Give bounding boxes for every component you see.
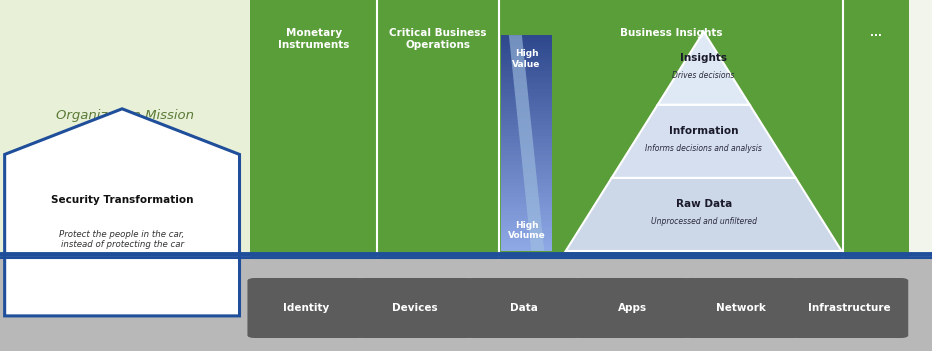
Text: Critical Business
Operations: Critical Business Operations: [390, 28, 487, 50]
Bar: [501, 230, 552, 233]
Bar: [501, 111, 552, 114]
Bar: [501, 150, 552, 154]
Text: High
Volume: High Volume: [508, 221, 545, 240]
Bar: [501, 125, 552, 128]
Bar: [501, 237, 552, 240]
Text: Unprocessed and unfiltered: Unprocessed and unfiltered: [651, 217, 757, 226]
Polygon shape: [5, 109, 240, 316]
Bar: [501, 75, 552, 78]
Polygon shape: [509, 35, 544, 251]
Bar: [501, 200, 552, 204]
Bar: [501, 208, 552, 211]
Bar: [501, 49, 552, 53]
Bar: [501, 104, 552, 107]
Bar: [501, 240, 552, 244]
Text: Network: Network: [716, 303, 766, 313]
FancyBboxPatch shape: [573, 278, 691, 338]
Bar: [501, 107, 552, 111]
Bar: [501, 161, 552, 165]
Bar: [501, 197, 552, 200]
Bar: [501, 204, 552, 208]
Bar: [501, 179, 552, 183]
Text: Data: Data: [510, 303, 538, 313]
Polygon shape: [658, 32, 749, 105]
Bar: [501, 215, 552, 219]
Bar: [501, 71, 552, 75]
Bar: [501, 247, 552, 251]
Bar: [501, 60, 552, 64]
FancyBboxPatch shape: [250, 0, 909, 258]
Bar: [501, 147, 552, 150]
Text: Insights: Insights: [680, 53, 727, 62]
Bar: [501, 157, 552, 161]
Bar: [501, 93, 552, 96]
FancyBboxPatch shape: [248, 278, 364, 338]
Bar: [501, 53, 552, 57]
Text: Organization Mission
and Assets: Organization Mission and Assets: [56, 109, 194, 137]
Polygon shape: [566, 178, 842, 251]
Text: Devices: Devices: [392, 303, 437, 313]
Bar: [501, 165, 552, 168]
Bar: [501, 42, 552, 46]
Bar: [501, 143, 552, 147]
Bar: [501, 57, 552, 60]
Bar: [501, 114, 552, 118]
Bar: [501, 132, 552, 136]
Bar: [501, 118, 552, 121]
Polygon shape: [611, 105, 796, 178]
Bar: [501, 190, 552, 193]
Bar: [501, 85, 552, 89]
FancyBboxPatch shape: [0, 0, 250, 258]
Bar: [501, 168, 552, 172]
Bar: [501, 64, 552, 67]
Bar: [501, 39, 552, 42]
Text: Security Transformation: Security Transformation: [51, 195, 193, 205]
Bar: [501, 226, 552, 230]
Bar: [501, 219, 552, 222]
Bar: [501, 128, 552, 132]
Bar: [501, 96, 552, 100]
Bar: [501, 121, 552, 125]
Bar: [501, 186, 552, 190]
Bar: [501, 172, 552, 176]
Text: Information: Information: [669, 126, 738, 136]
FancyBboxPatch shape: [356, 278, 473, 338]
Bar: [501, 35, 552, 39]
Text: Business Insights: Business Insights: [620, 28, 722, 38]
Bar: [501, 46, 552, 49]
Bar: [501, 233, 552, 237]
Text: Technical Environment: Technical Environment: [62, 304, 188, 314]
Bar: [501, 136, 552, 139]
Bar: [501, 193, 552, 197]
Bar: [501, 154, 552, 157]
Text: Monetary
Instruments: Monetary Instruments: [278, 28, 350, 50]
Bar: [501, 82, 552, 85]
Text: Informs decisions and analysis: Informs decisions and analysis: [645, 144, 762, 153]
Text: Identity: Identity: [283, 303, 329, 313]
Text: Protect the people in the car,
instead of protecting the car: Protect the people in the car, instead o…: [60, 230, 185, 249]
Bar: [501, 100, 552, 104]
Bar: [501, 244, 552, 247]
FancyBboxPatch shape: [682, 278, 800, 338]
Bar: [501, 211, 552, 215]
Text: Drives decisions: Drives decisions: [673, 71, 734, 80]
Text: High
Value: High Value: [513, 49, 541, 68]
Bar: [501, 183, 552, 186]
Text: Raw Data: Raw Data: [676, 199, 732, 209]
Text: ...: ...: [870, 28, 882, 38]
FancyBboxPatch shape: [0, 258, 932, 351]
Bar: [501, 89, 552, 93]
FancyBboxPatch shape: [791, 278, 908, 338]
Bar: [501, 176, 552, 179]
Text: Apps: Apps: [618, 303, 647, 313]
Text: Infrastructure: Infrastructure: [808, 303, 891, 313]
Bar: [501, 67, 552, 71]
Bar: [501, 222, 552, 226]
FancyBboxPatch shape: [465, 278, 582, 338]
Bar: [501, 78, 552, 82]
Bar: [501, 139, 552, 143]
